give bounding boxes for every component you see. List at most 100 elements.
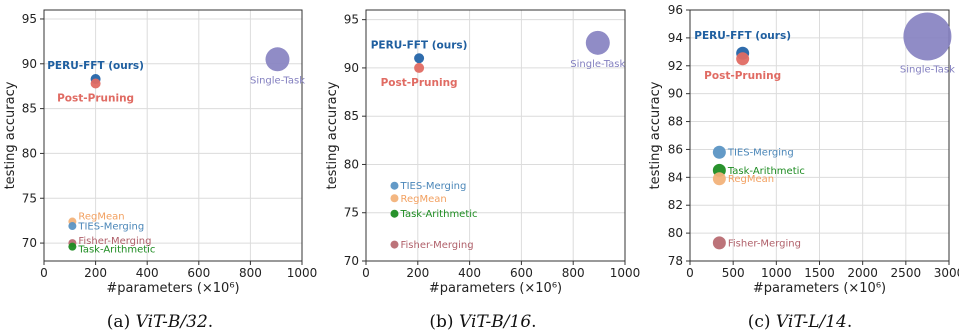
y-tick-label: 84 xyxy=(668,170,683,184)
chart-panel-1: 0 200 400 600 800 1000 70 75 80 85 90 95 #parameters… xyxy=(3,9,318,332)
annotation-single-task: Single-Task xyxy=(900,64,955,75)
y-tick-label: 82 xyxy=(668,198,683,212)
x-tick-label: 0 xyxy=(686,266,694,280)
point-single-task xyxy=(585,30,610,55)
point-task-arithmetic xyxy=(68,242,77,251)
point-regmean xyxy=(712,172,726,186)
x-tick-label: 800 xyxy=(239,266,262,280)
point-ties-merging xyxy=(68,222,77,231)
x-axis-label: #parameters (×10⁶) xyxy=(753,281,886,296)
point-post-pruning xyxy=(736,52,750,66)
plot-frame xyxy=(365,9,626,262)
x-tick-label: 400 xyxy=(458,266,481,280)
caption-model: ViT-B/16 xyxy=(459,312,531,332)
plot-frame xyxy=(43,9,303,262)
x-axis-label: #parameters (×10⁶) xyxy=(106,281,239,296)
y-tick-label: 80 xyxy=(22,146,37,160)
panel-caption: (b) ViT-B/16. xyxy=(429,312,536,332)
caption-suffix: . xyxy=(531,312,536,332)
annotation-fisher-merging: Fisher-Merging xyxy=(400,240,473,251)
y-tick-label: 94 xyxy=(668,31,683,45)
point-single-task xyxy=(903,12,952,61)
y-axis-label: testing accuracy xyxy=(3,81,18,189)
x-tick-label: 500 xyxy=(722,266,745,280)
caption-model: ViT-L/14 xyxy=(776,312,847,332)
y-tick-label: 70 xyxy=(22,236,37,250)
annotation-task-arithmetic: Task-Arithmetic xyxy=(399,209,477,220)
y-tick-label: 80 xyxy=(668,226,683,240)
y-tick-label: 70 xyxy=(344,254,359,268)
y-tick-label: 95 xyxy=(22,12,37,26)
annotation-ties-merging: TIES-Merging xyxy=(399,181,466,192)
annotation-single-task: Single-Task xyxy=(570,59,625,70)
y-tick-label: 90 xyxy=(22,57,37,71)
caption-prefix: (c) xyxy=(748,312,771,332)
annotation-regmean: RegMean xyxy=(78,212,124,223)
x-tick-label: 1500 xyxy=(804,266,835,280)
y-tick-label: 75 xyxy=(22,191,37,205)
point-fisher-merging xyxy=(712,236,726,250)
point-single-task xyxy=(265,47,290,72)
annotation-fisher-merging: Fisher-Merging xyxy=(78,236,151,247)
caption-suffix: . xyxy=(847,312,852,332)
point-ties-merging xyxy=(712,145,726,159)
y-tick-label: 92 xyxy=(668,59,683,73)
y-tick-label: 88 xyxy=(668,115,683,129)
annotation-single-task: Single-Task xyxy=(250,75,305,86)
caption-suffix: . xyxy=(208,312,213,332)
y-tick-label: 78 xyxy=(668,254,683,268)
point-fisher-merging xyxy=(390,240,399,249)
caption-prefix: (a) xyxy=(107,312,130,332)
point-peru-fft-ours xyxy=(414,53,425,64)
x-tick-label: 400 xyxy=(136,266,159,280)
y-tick-label: 85 xyxy=(344,109,359,123)
y-axis-label: testing accuracy xyxy=(325,81,340,189)
y-tick-label: 85 xyxy=(22,102,37,116)
annotation-post-pruning: Post-Pruning xyxy=(57,93,134,105)
chart-panel-3: 0 500 1000 1500 2000 2500 3000 78 80 82 84 86 88 90 92… xyxy=(648,3,959,332)
x-tick-label: 1000 xyxy=(610,266,641,280)
y-tick-label: 95 xyxy=(344,13,359,27)
y-axis-label: testing accuracy xyxy=(648,81,663,189)
annotation-fisher-merging: Fisher-Merging xyxy=(728,238,801,249)
x-tick-label: 0 xyxy=(40,266,48,280)
annotation-peru-fft-ours: PERU-FFT (ours) xyxy=(694,30,791,42)
x-tick-label: 800 xyxy=(562,266,585,280)
annotation-task-arithmetic: Task-Arithmetic xyxy=(77,245,155,256)
annotation-peru-fft-ours: PERU-FFT (ours) xyxy=(47,60,144,72)
x-tick-label: 200 xyxy=(406,266,429,280)
point-task-arithmetic xyxy=(390,209,399,218)
panel-caption: (c) ViT-L/14. xyxy=(748,312,853,332)
y-tick-label: 90 xyxy=(344,61,359,75)
x-tick-label: 1000 xyxy=(287,266,318,280)
x-tick-label: 3000 xyxy=(934,266,959,280)
annotation-ties-merging: TIES-Merging xyxy=(77,222,144,233)
x-tick-label: 2000 xyxy=(847,266,878,280)
annotation-ties-merging: TIES-Merging xyxy=(727,148,794,159)
y-tick-label: 75 xyxy=(344,206,359,220)
x-axis-label: #parameters (×10⁶) xyxy=(429,281,562,296)
x-tick-label: 200 xyxy=(84,266,107,280)
caption-model: ViT-B/32 xyxy=(136,312,208,332)
y-tick-label: 96 xyxy=(668,3,683,17)
caption-prefix: (b) xyxy=(429,312,453,332)
annotation-regmean: RegMean xyxy=(728,174,774,185)
point-regmean xyxy=(390,194,399,203)
x-tick-label: 600 xyxy=(187,266,210,280)
point-post-pruning xyxy=(90,78,101,89)
annotation-peru-fft-ours: PERU-FFT (ours) xyxy=(371,39,468,51)
x-tick-label: 2500 xyxy=(891,266,922,280)
chart-panel-2: 0 200 400 600 800 1000 70 75 80 85 90 95 #parameters… xyxy=(325,9,641,332)
y-tick-label: 86 xyxy=(668,142,683,156)
annotation-task-arithmetic: Task-Arithmetic xyxy=(727,166,805,177)
point-ties-merging xyxy=(390,181,399,190)
y-tick-label: 80 xyxy=(344,157,359,171)
point-post-pruning xyxy=(414,62,425,73)
annotation-post-pruning: Post-Pruning xyxy=(704,70,781,82)
x-tick-label: 600 xyxy=(510,266,533,280)
annotation-post-pruning: Post-Pruning xyxy=(381,77,458,89)
x-tick-label: 0 xyxy=(362,266,370,280)
panel-caption: (a) ViT-B/32. xyxy=(107,312,213,332)
x-tick-label: 1000 xyxy=(761,266,792,280)
